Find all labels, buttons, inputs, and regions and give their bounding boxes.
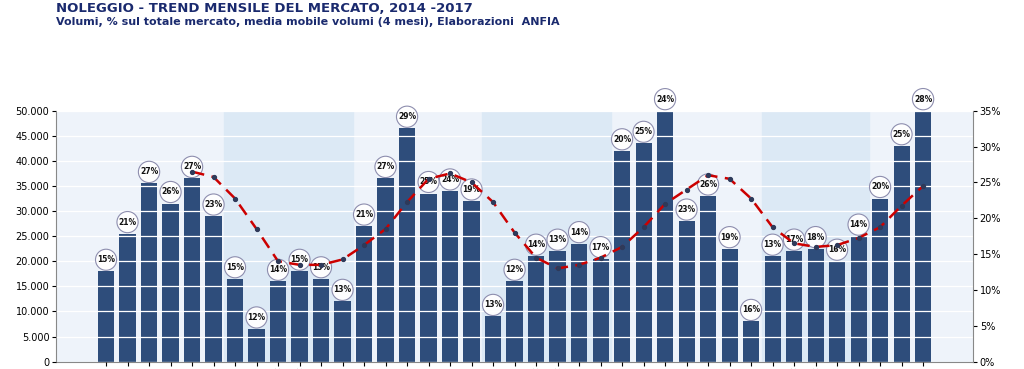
Bar [915,111,931,362]
Text: 23%: 23% [205,200,222,209]
Bar [571,244,587,362]
Text: 28%: 28% [914,95,932,104]
Text: 24%: 24% [656,95,674,104]
Bar [593,259,608,362]
Text: 27%: 27% [377,162,394,172]
Bar [442,191,458,362]
Bar [421,193,436,362]
Bar [313,279,329,362]
Bar [120,234,135,362]
Text: 15%: 15% [312,263,330,272]
Bar [482,111,611,362]
Bar [851,236,866,362]
Bar [507,281,522,362]
Text: 20%: 20% [613,135,631,144]
Bar [762,111,869,362]
Bar [464,201,479,362]
Bar [614,151,630,362]
Bar [356,226,372,362]
Text: 21%: 21% [119,218,136,227]
Text: 27%: 27% [183,162,201,172]
Text: 26%: 26% [699,180,717,189]
Bar [141,183,157,362]
Text: 13%: 13% [484,300,502,310]
Text: 12%: 12% [506,265,523,274]
Text: 21%: 21% [355,210,373,219]
Text: 14%: 14% [850,220,867,229]
Bar [184,179,200,362]
Text: 23%: 23% [678,205,695,214]
Text: 16%: 16% [828,245,846,254]
Text: 17%: 17% [592,243,609,252]
Text: 13%: 13% [764,240,781,249]
Bar [227,279,243,362]
Text: 16%: 16% [742,306,760,314]
Text: 14%: 14% [570,228,588,237]
Bar [378,179,393,362]
Text: 25%: 25% [635,127,652,136]
Bar [249,329,264,362]
Text: 25%: 25% [893,130,910,139]
Bar [206,216,221,362]
Text: 27%: 27% [140,168,158,176]
Text: 26%: 26% [162,187,179,197]
Text: 24%: 24% [441,175,459,184]
Bar [270,281,286,362]
Bar [808,249,823,362]
Text: 14%: 14% [527,240,545,249]
Text: 13%: 13% [549,235,566,244]
Bar [399,128,415,362]
Bar [679,221,694,362]
Text: 15%: 15% [291,255,308,264]
Bar [224,111,353,362]
Text: 17%: 17% [785,235,803,244]
Bar [743,321,759,362]
Bar [485,317,501,362]
Bar [550,251,565,362]
Bar [829,261,845,362]
Bar [98,271,114,362]
Text: 19%: 19% [463,185,480,194]
Bar [636,143,651,362]
Bar [335,301,350,362]
Text: 25%: 25% [420,177,437,186]
Text: 15%: 15% [97,255,115,264]
Text: 20%: 20% [871,183,889,192]
Text: 18%: 18% [807,233,824,242]
Bar [722,249,737,362]
Text: 13%: 13% [334,285,351,294]
Bar [872,199,888,362]
Text: 12%: 12% [248,313,265,322]
Bar [765,256,780,362]
Bar [163,204,178,362]
Text: NOLEGGIO - TREND MENSILE DEL MERCATO, 2014 -2017: NOLEGGIO - TREND MENSILE DEL MERCATO, 20… [56,2,473,15]
Text: 29%: 29% [398,112,416,121]
Bar [292,271,307,362]
Text: 15%: 15% [226,263,244,272]
Bar [528,256,544,362]
Bar [894,146,909,362]
Text: 19%: 19% [721,233,738,242]
Bar [786,251,802,362]
Bar [657,111,673,362]
Text: Volumi, % sul totale mercato, media mobile volumi (4 mesi), Elaborazioni  ANFIA: Volumi, % sul totale mercato, media mobi… [56,17,560,27]
Bar [700,196,716,362]
Text: 14%: 14% [269,265,287,274]
